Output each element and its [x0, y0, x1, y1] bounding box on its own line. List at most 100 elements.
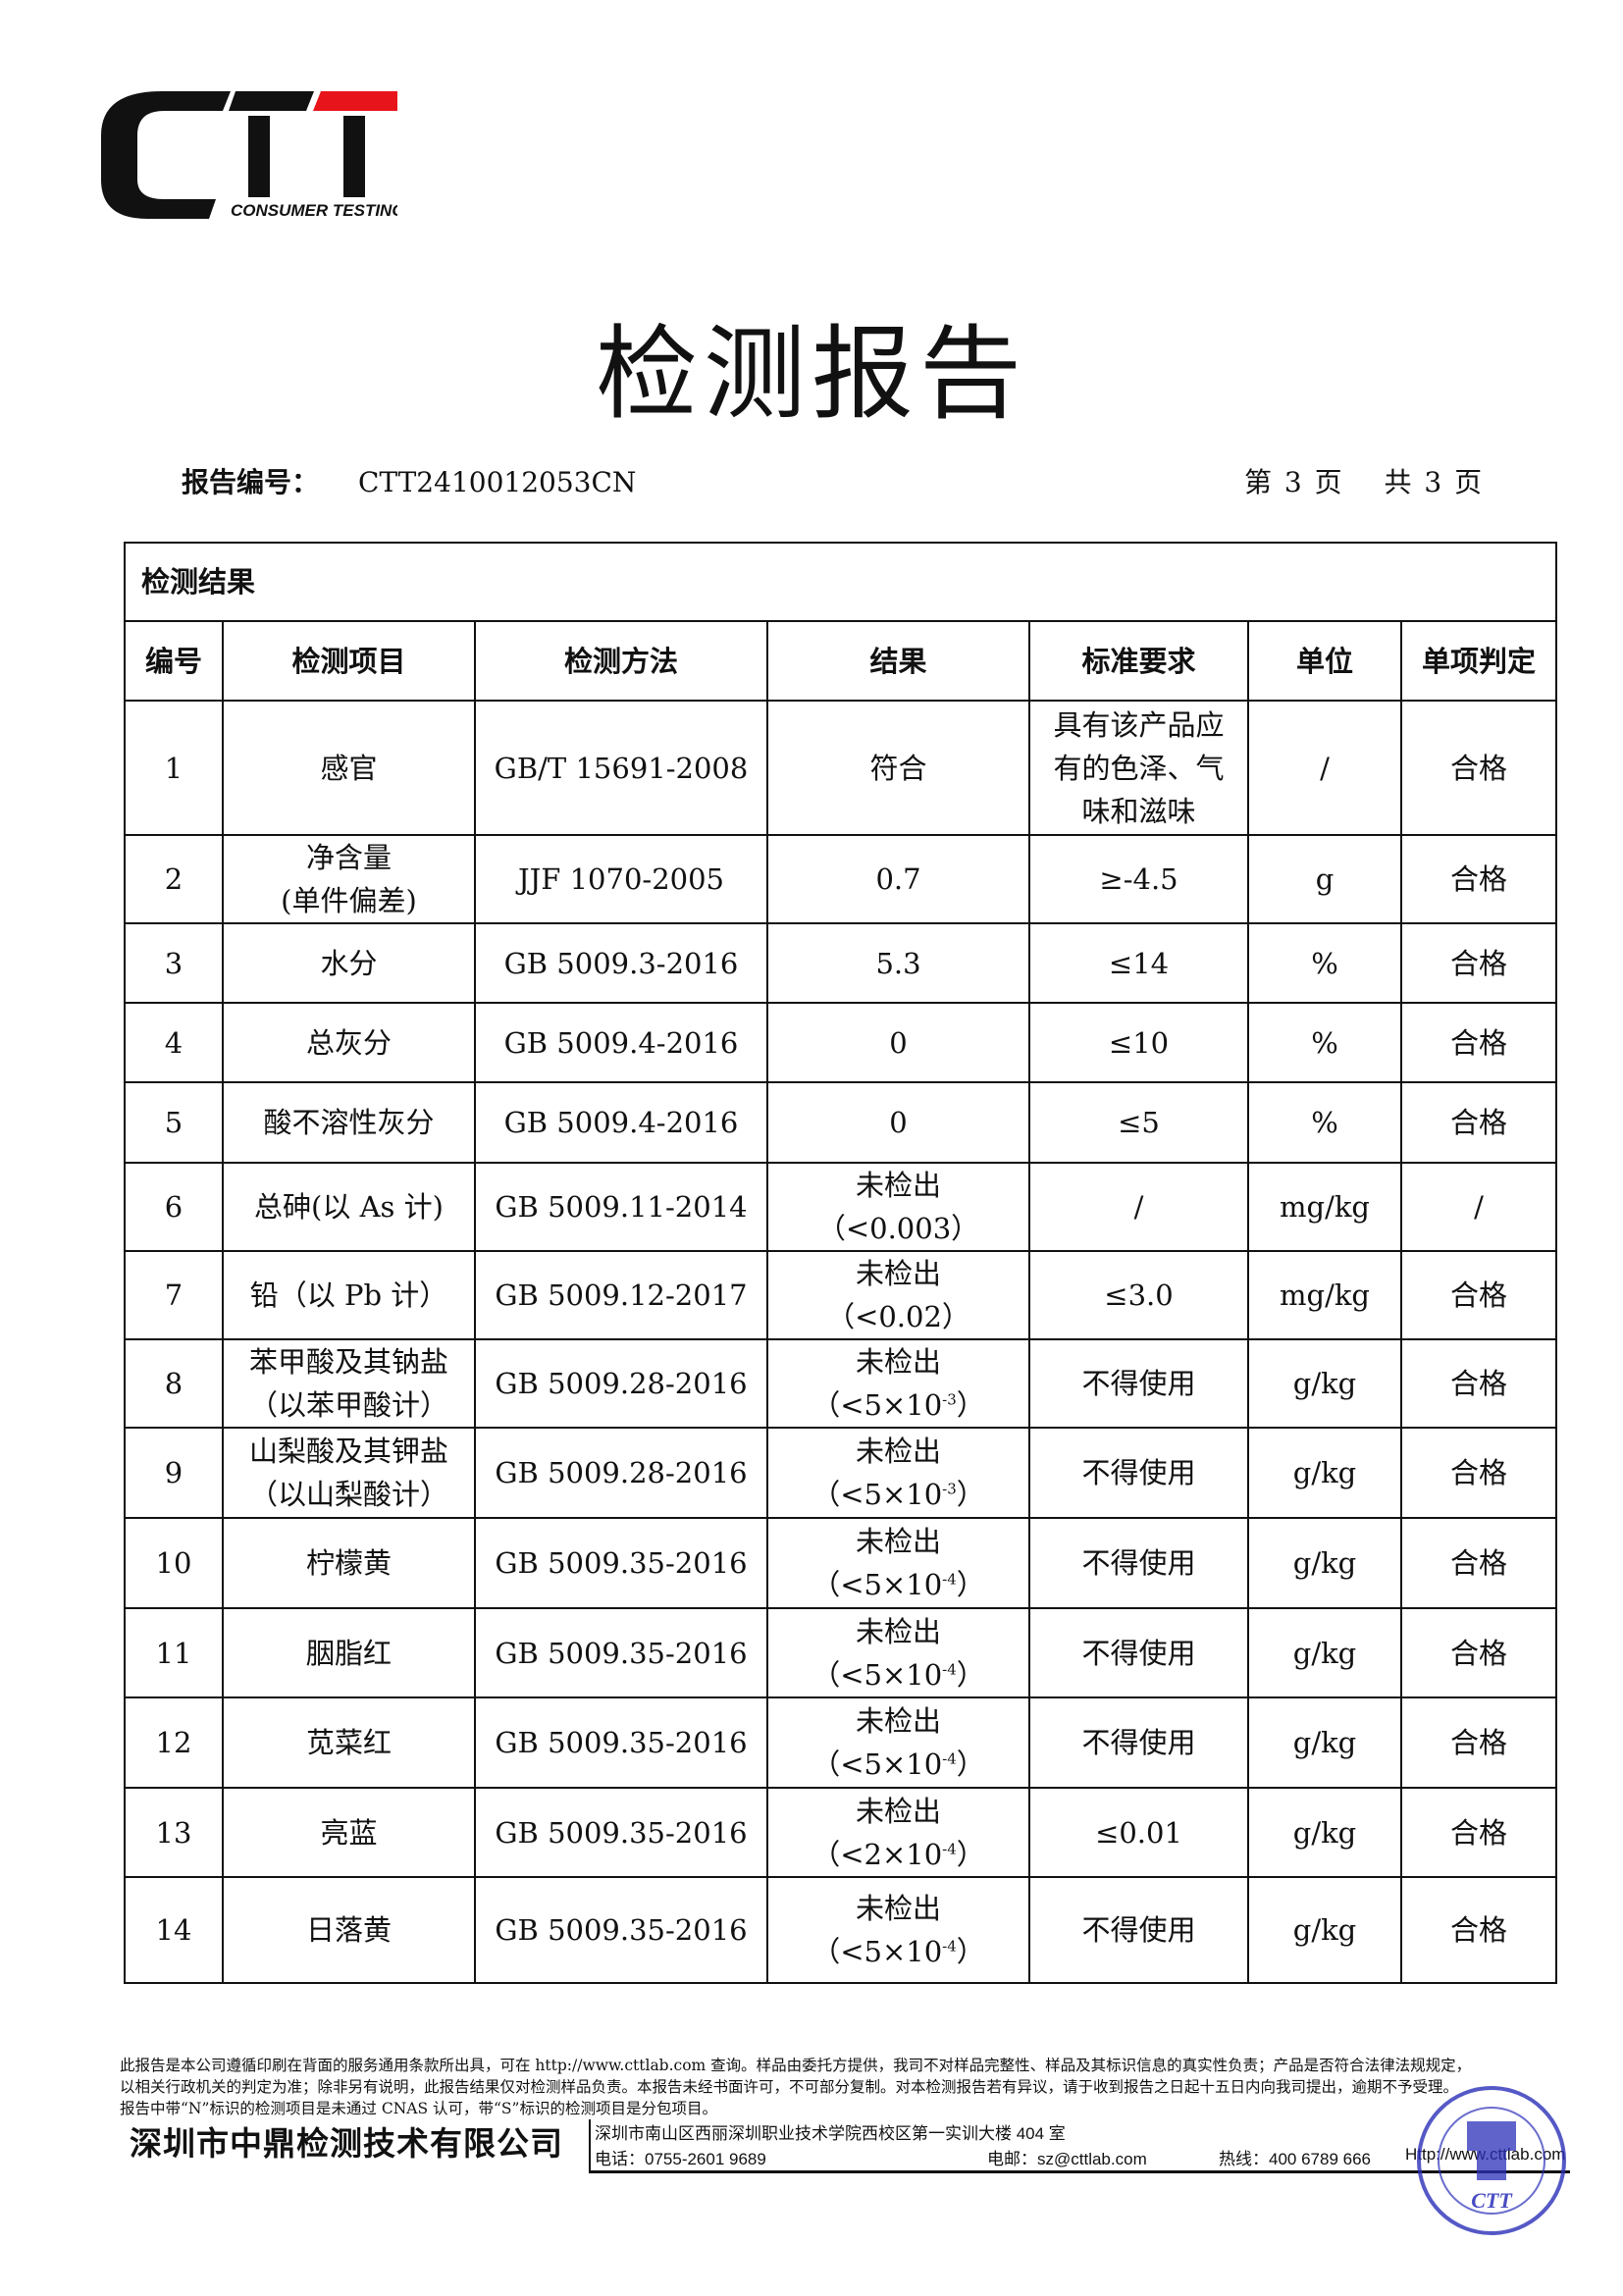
cell-result: 0 — [766, 1002, 1030, 1083]
cell-requirement: 不得使用 — [1028, 1607, 1249, 1698]
cell-requirement: 不得使用 — [1028, 1427, 1249, 1519]
cell-unit: g/kg — [1247, 1876, 1402, 1984]
table-row: 11 胭脂红 GB 5009.35-2016 未检出 （<5×10-4） 不得使用… — [124, 1607, 1558, 1698]
results-table: 检测结果 编号 检测项目 检测方法 结果 标准要求 单位 单项判定 1 感官 GB/T 15… — [123, 542, 1558, 1984]
cell-method: GB 5009.28-2016 — [474, 1427, 768, 1519]
disclaimer: 此报告是本公司遵循印刷在背面的服务通用条款所出具，可在 http://www.c… — [120, 2057, 1472, 2117]
cell-method: GB 5009.35-2016 — [474, 1607, 768, 1698]
cell-no: 4 — [124, 1002, 224, 1083]
cell-no: 12 — [124, 1696, 224, 1789]
cell-unit: mg/kg — [1247, 1250, 1402, 1340]
cell-verdict: 合格 — [1399, 1876, 1558, 1984]
cell-unit: g/kg — [1247, 1696, 1402, 1789]
cell-requirement: ≤5 — [1028, 1081, 1249, 1164]
cell-result: 0 — [766, 1081, 1030, 1164]
cell-requirement: / — [1028, 1162, 1249, 1252]
cell-requirement: ≥-4.5 — [1028, 834, 1249, 924]
cell-no: 8 — [124, 1338, 224, 1429]
cell-method: GB 5009.35-2016 — [474, 1787, 768, 1878]
cell-unit: mg/kg — [1247, 1162, 1402, 1252]
cell-unit: % — [1247, 1002, 1402, 1083]
table-row: 2 净含量 (单件偏差) JJF 1070-2005 0.7 ≥-4.5 g 合格 — [124, 834, 1558, 924]
cell-requirement: 不得使用 — [1028, 1876, 1249, 1984]
cell-requirement: ≤0.01 — [1028, 1787, 1249, 1878]
table-row: 8 苯甲酸及其钠盐 （以苯甲酸计） GB 5009.28-2016 未检出 （<5×… — [124, 1338, 1558, 1429]
cell-method: GB 5009.35-2016 — [474, 1517, 768, 1609]
cell-requirement: ≤14 — [1028, 922, 1249, 1004]
cell-method: GB 5009.4-2016 — [474, 1002, 768, 1083]
cell-method: JJF 1070-2005 — [474, 834, 768, 924]
phone: 电话：0755-2601 9689 — [595, 2150, 766, 2168]
cell-result: 0.7 — [766, 834, 1030, 924]
svg-text:CTT: CTT — [1471, 2188, 1513, 2213]
cell-unit: % — [1247, 922, 1402, 1004]
cell-unit: g/kg — [1247, 1607, 1402, 1698]
table-row: 13 亮蓝 GB 5009.35-2016 未检出 （<2×10-4） ≤0.01… — [124, 1787, 1558, 1878]
column-header: 单位 — [1247, 620, 1402, 702]
cell-item: 感官 — [222, 700, 476, 836]
cell-method: GB 5009.28-2016 — [474, 1338, 768, 1429]
contact-box: 深圳市南山区西丽深圳职业技术学院西校区第一实训大楼 404 室 电话：0755-… — [589, 2119, 1570, 2173]
cell-item: 苯甲酸及其钠盐 （以苯甲酸计） — [222, 1338, 476, 1429]
cell-result: 未检出 （<5×10-4） — [766, 1517, 1030, 1609]
table-row: 4 总灰分 GB 5009.4-2016 0 ≤10 % 合格 — [124, 1002, 1558, 1083]
cell-unit: / — [1247, 700, 1402, 836]
cell-no: 5 — [124, 1081, 224, 1164]
cell-unit: g/kg — [1247, 1787, 1402, 1878]
table-row: 1 感官 GB/T 15691-2008 符合 具有该产品应有的色泽、气味和滋味… — [124, 700, 1558, 836]
cell-no: 14 — [124, 1876, 224, 1984]
email: 电邮：sz@cttlab.com — [987, 2150, 1147, 2168]
cell-item: 亮蓝 — [222, 1787, 476, 1878]
column-header: 单项判定 — [1399, 620, 1558, 702]
table-row: 7 铅（以 Pb 计） GB 5009.12-2017 未检出 （<0.02） ≤… — [124, 1250, 1558, 1340]
cell-no: 10 — [124, 1517, 224, 1609]
cell-item: 铅（以 Pb 计） — [222, 1250, 476, 1340]
table-row: 12 苋菜红 GB 5009.35-2016 未检出 （<5×10-4） 不得使用… — [124, 1696, 1558, 1789]
address: 深圳市南山区西丽深圳职业技术学院西校区第一实训大楼 404 室 — [595, 2124, 1066, 2143]
cell-item: 胭脂红 — [222, 1607, 476, 1698]
cell-result: 未检出 （<5×10-4） — [766, 1876, 1030, 1984]
column-header: 标准要求 — [1028, 620, 1249, 702]
cell-requirement: 不得使用 — [1028, 1517, 1249, 1609]
cell-verdict: 合格 — [1399, 1250, 1558, 1340]
table-row: 10 柠檬黄 GB 5009.35-2016 未检出 （<5×10-4） 不得使用… — [124, 1517, 1558, 1609]
cell-item: 苋菜红 — [222, 1696, 476, 1789]
cell-method: GB 5009.3-2016 — [474, 922, 768, 1004]
cell-result: 未检出 （<5×10-4） — [766, 1607, 1030, 1698]
cell-verdict: 合格 — [1399, 922, 1558, 1004]
cell-verdict: 合格 — [1399, 1081, 1558, 1164]
table-row: 5 酸不溶性灰分 GB 5009.4-2016 0 ≤5 % 合格 — [124, 1081, 1558, 1164]
cell-no: 2 — [124, 834, 224, 924]
ctt-logo: CONSUMER TESTING TECH — [101, 91, 397, 220]
cell-method: GB 5009.4-2016 — [474, 1081, 768, 1164]
table-row: 14 日落黄 GB 5009.35-2016 未检出 （<5×10-4） 不得使用… — [124, 1876, 1558, 1984]
company-name: 深圳市中鼎检测技术有限公司 — [130, 2124, 563, 2163]
cell-item: 柠檬黄 — [222, 1517, 476, 1609]
column-header: 检测方法 — [474, 620, 768, 702]
cell-requirement: ≤3.0 — [1028, 1250, 1249, 1340]
table-row: 9 山梨酸及其钾盐 （以山梨酸计） GB 5009.28-2016 未检出 （<5×… — [124, 1427, 1558, 1519]
cell-result: 未检出 （<5×10-3） — [766, 1338, 1030, 1429]
cell-result: 未检出 （<5×10-3） — [766, 1427, 1030, 1519]
cell-method: GB 5009.35-2016 — [474, 1876, 768, 1984]
page-info: 第 3 页 共 3 页 — [1244, 466, 1485, 498]
cell-verdict: 合格 — [1399, 1607, 1558, 1698]
cell-no: 7 — [124, 1250, 224, 1340]
cell-no: 3 — [124, 922, 224, 1004]
cell-unit: % — [1247, 1081, 1402, 1164]
cell-no: 11 — [124, 1607, 224, 1698]
cell-unit: g — [1247, 834, 1402, 924]
cell-item: 总灰分 — [222, 1002, 476, 1083]
cell-result: 符合 — [766, 700, 1030, 836]
cell-requirement: 具有该产品应有的色泽、气味和滋味 — [1028, 700, 1249, 836]
cell-requirement: 不得使用 — [1028, 1338, 1249, 1429]
cell-method: GB 5009.35-2016 — [474, 1696, 768, 1789]
cell-unit: g/kg — [1247, 1517, 1402, 1609]
cell-result: 未检出 （<2×10-4） — [766, 1787, 1030, 1878]
cell-verdict: 合格 — [1399, 834, 1558, 924]
cell-unit: g/kg — [1247, 1427, 1402, 1519]
column-header: 编号 — [124, 620, 224, 702]
cell-result: 未检出 （<0.02） — [766, 1250, 1030, 1340]
cell-item: 山梨酸及其钾盐 （以山梨酸计） — [222, 1427, 476, 1519]
cell-item: 日落黄 — [222, 1876, 476, 1984]
